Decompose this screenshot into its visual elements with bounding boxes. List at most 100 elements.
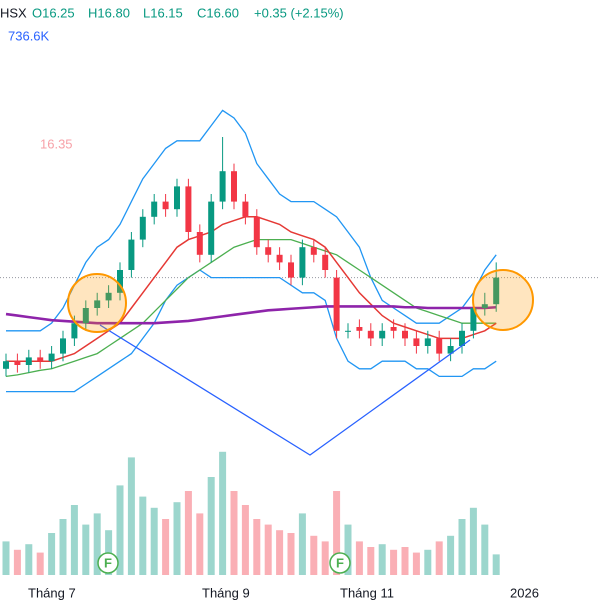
header: HSX O16.25 H16.80 L16.15 C16.60 +0.35 (+… — [0, 5, 344, 151]
candle-body — [242, 201, 249, 217]
event-marker — [97, 552, 119, 574]
volume-label: 736.6K — [8, 28, 50, 43]
candle-body — [37, 357, 44, 362]
volume-bar — [481, 524, 489, 575]
candle-body — [310, 247, 317, 255]
candle-body — [333, 277, 340, 331]
candle-body — [459, 330, 465, 346]
volume-bar — [241, 505, 249, 575]
indicator-line — [6, 216, 497, 362]
candle-body — [105, 292, 112, 301]
event-marker — [329, 552, 351, 574]
candle-body — [253, 216, 260, 248]
volume-bar — [139, 496, 147, 575]
volume-bar — [48, 533, 56, 575]
candle-body — [424, 338, 431, 346]
volume-bar — [276, 530, 284, 575]
volume-bar — [344, 524, 352, 575]
plot — [0, 109, 600, 575]
indicator-line — [6, 269, 497, 393]
volume-bar — [264, 524, 272, 575]
candle-body — [196, 232, 203, 255]
volume-bar — [127, 457, 135, 575]
candle-body — [288, 262, 294, 278]
volume-bar — [13, 549, 21, 575]
volume-bar — [173, 502, 181, 575]
candle-body — [128, 239, 135, 270]
x-tick-label: Tháng 9 — [202, 585, 250, 600]
volume-bar — [310, 535, 318, 575]
volume-bar — [253, 519, 261, 575]
x-tick-label: Tháng 11 — [340, 585, 394, 600]
event-marker-label: F — [336, 555, 344, 570]
event-marker-label: F — [104, 555, 112, 570]
candle-body — [265, 247, 272, 255]
volume-bar — [321, 541, 329, 575]
candle-body — [402, 330, 408, 339]
candle-body — [208, 201, 215, 255]
volume-bar — [435, 541, 443, 575]
volume-bar — [207, 477, 215, 575]
candle-body — [299, 247, 306, 278]
volume-bar — [367, 547, 375, 575]
candle-body — [139, 216, 146, 240]
candle-body — [71, 323, 78, 339]
volume-bar — [378, 544, 386, 575]
highlight-circle — [472, 269, 534, 331]
volume-bar — [162, 519, 170, 575]
open-label: O16.25 — [32, 5, 75, 20]
candle-body — [447, 346, 454, 354]
highlight-circle — [67, 273, 127, 333]
volume-bar — [93, 513, 101, 575]
volume-bar — [469, 507, 477, 575]
candle-body — [48, 353, 55, 362]
candle-body — [379, 330, 386, 339]
x-tick-label: 2026 — [510, 585, 539, 600]
candle-body — [436, 338, 443, 354]
volume-bar — [287, 533, 295, 575]
candle-body — [162, 201, 169, 210]
candle-body — [94, 300, 101, 308]
candle-body — [117, 270, 123, 293]
volume-bar — [390, 549, 398, 575]
candle-body — [390, 327, 397, 331]
candle-body — [231, 171, 237, 202]
volume-bar — [219, 451, 227, 575]
candle-body — [276, 254, 283, 263]
indicator-line — [6, 109, 497, 332]
volume-bar — [492, 554, 500, 575]
high-label: H16.80 — [88, 5, 130, 20]
low-label: L16.15 — [143, 5, 183, 20]
candle-body — [60, 338, 66, 354]
candle-body — [470, 308, 477, 331]
candle-body — [493, 277, 500, 305]
volume-bar — [298, 513, 306, 575]
volume-bar — [36, 552, 44, 575]
candle-body — [356, 327, 363, 331]
candle-body — [345, 330, 351, 332]
candle-body — [151, 201, 158, 217]
indicator-label: 16.35 — [40, 136, 73, 151]
volume-bar — [412, 552, 420, 575]
zigzag-drawing — [99, 324, 471, 456]
change-label: +0.35 (+2.15%) — [254, 5, 344, 20]
candle-body — [413, 338, 420, 346]
volume-bar — [70, 505, 78, 575]
volume-bar — [458, 519, 466, 575]
candle-body — [219, 171, 226, 202]
volume-bar — [150, 507, 158, 575]
candle-body — [174, 186, 180, 210]
candle-body — [14, 361, 21, 365]
volume-bar — [2, 541, 10, 575]
candle-body — [82, 308, 89, 324]
x-tick-label: Tháng 7 — [28, 585, 76, 600]
volume-bar — [230, 491, 238, 575]
volume-bar — [82, 524, 90, 575]
annotations — [67, 269, 534, 456]
candle-body — [3, 361, 9, 369]
close-label: C16.60 — [197, 5, 239, 20]
volume-bar — [447, 535, 455, 575]
volume-bar — [25, 544, 33, 575]
candle-body — [322, 254, 329, 270]
